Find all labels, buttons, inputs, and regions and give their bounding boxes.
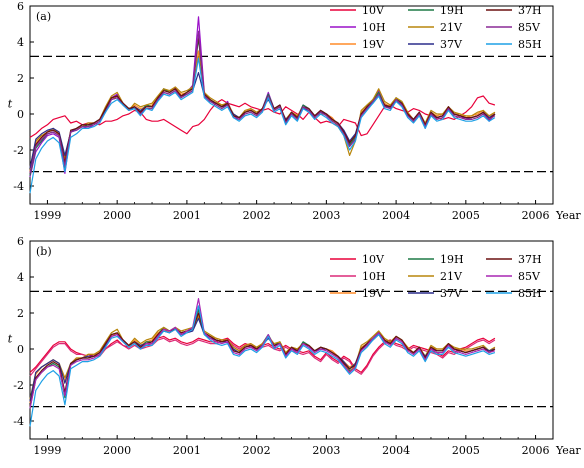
legend-label: 85H	[518, 38, 542, 51]
legend-label: 19V	[362, 38, 385, 51]
y-axis-label: t	[8, 98, 13, 111]
legend-label: 37V	[440, 38, 463, 51]
x-tick-label: 2005	[452, 444, 480, 457]
x-tick-label: 1999	[33, 209, 61, 222]
x-tick-label: 2004	[382, 444, 410, 457]
x-tick-label: 2006	[522, 209, 550, 222]
series-line-85h	[29, 305, 496, 427]
y-tick-label: 0	[17, 108, 24, 121]
legend-label: 37H	[518, 253, 542, 266]
legend-label: 19H	[440, 4, 464, 17]
panel-b: -4 -2 0 2 4 6 t 1999 2000 2001 2002 2003 2004 2005 200…	[8, 235, 582, 457]
legend-label: 19V	[362, 287, 385, 300]
legend-label: 10V	[362, 4, 385, 17]
legend-label: 10H	[362, 270, 386, 283]
x-axis-label: Year	[555, 444, 581, 457]
y-tick-label: 0	[17, 343, 24, 356]
x-tick-label: 1999	[33, 444, 61, 457]
panel-label: (b)	[36, 245, 52, 258]
y-tick-label: -4	[13, 415, 24, 428]
series-line-85v	[29, 298, 496, 409]
x-tick-label: 2000	[103, 209, 131, 222]
y-tick-label: -2	[13, 379, 24, 392]
x-axis-label: Year	[555, 209, 581, 222]
y-tick-label: 2	[17, 72, 24, 85]
x-tick-label: 2005	[452, 209, 480, 222]
y-tick-label: 6	[17, 235, 24, 248]
y-tick-label: 4	[17, 36, 24, 49]
x-tick-label: 2004	[382, 209, 410, 222]
panel-label: (a)	[36, 10, 51, 23]
legend-label: 85H	[518, 287, 542, 300]
y-tick-label: 2	[17, 307, 24, 320]
legend-label: 21V	[440, 21, 463, 34]
x-tick-label: 2000	[103, 444, 131, 457]
y-tick-label: -4	[13, 180, 24, 193]
series-line-85v	[29, 30, 496, 174]
x-tick-label: 2003	[312, 209, 340, 222]
panel-a: -4 -2 0 2 4 6 t 1999 2000 2001 2002 2003 2004 2005 200…	[8, 0, 582, 222]
series-line-10h	[29, 16, 496, 178]
legend-label: 10V	[362, 253, 385, 266]
x-tick-label: 2001	[173, 209, 201, 222]
legend-label: 19H	[440, 253, 464, 266]
series-line-10v	[29, 95, 496, 138]
y-tick-label: 6	[17, 0, 24, 13]
legend-label: 85V	[518, 21, 541, 34]
legend-label: 37V	[440, 287, 463, 300]
series-line-85h	[29, 57, 496, 194]
legend-label: 21V	[440, 270, 463, 283]
y-tick-label: -2	[13, 144, 24, 157]
legend-label: 37H	[518, 4, 542, 17]
legend-label: 10H	[362, 21, 386, 34]
x-tick-label: 2001	[173, 444, 201, 457]
x-tick-label: 2006	[522, 444, 550, 457]
x-tick-label: 2002	[243, 209, 271, 222]
legend-label: 85V	[518, 270, 541, 283]
x-tick-label: 2003	[312, 444, 340, 457]
series-line-37h	[29, 34, 496, 174]
y-axis-label: t	[8, 333, 13, 346]
x-tick-label: 2002	[243, 444, 271, 457]
y-tick-label: 4	[17, 271, 24, 284]
